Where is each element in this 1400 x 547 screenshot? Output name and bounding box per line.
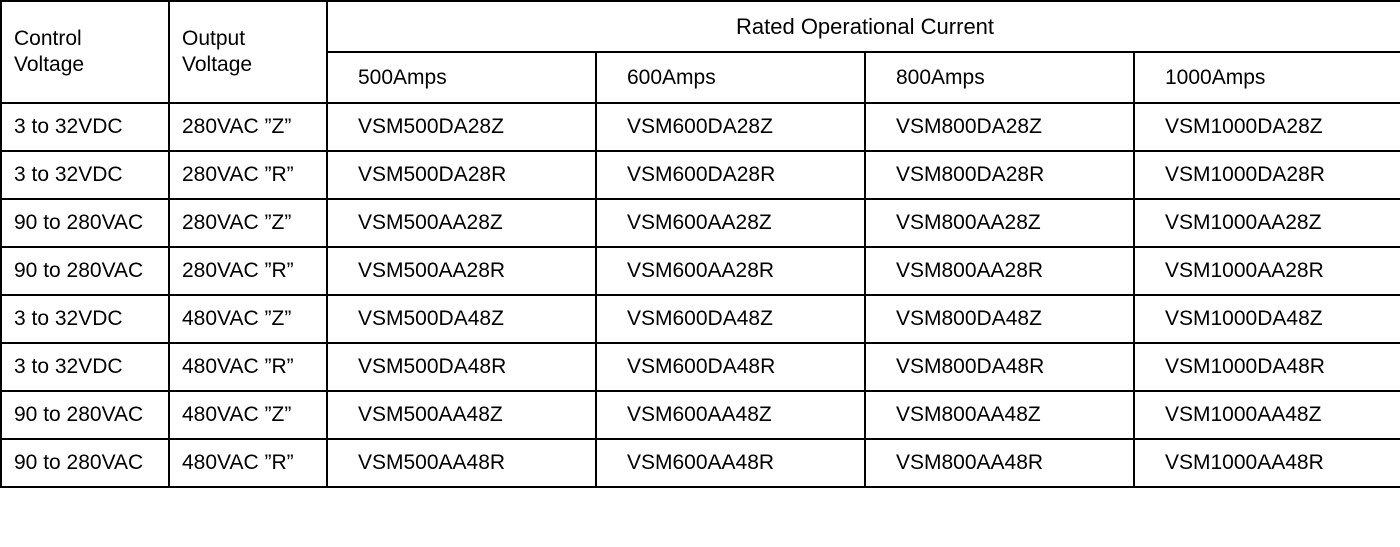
cell-output-voltage: 280VAC ”R” bbox=[169, 151, 327, 199]
col-header-600amps: 600Amps bbox=[596, 52, 865, 103]
cell-control-voltage: 90 to 280VAC bbox=[1, 247, 169, 295]
col-header-800amps: 800Amps bbox=[865, 52, 1134, 103]
table-header: ControlVoltage OutputVoltage Rated Opera… bbox=[1, 1, 1400, 103]
cell-800amps: VSM800AA48Z bbox=[865, 391, 1134, 439]
cell-800amps: VSM800AA28R bbox=[865, 247, 1134, 295]
col-header-label: 800Amps bbox=[896, 66, 985, 89]
cell-800amps: VSM800DA28R bbox=[865, 151, 1134, 199]
cell-600amps: VSM600AA28Z bbox=[596, 199, 865, 247]
col-header-output-voltage: OutputVoltage bbox=[169, 1, 327, 103]
cell-500amps: VSM500DA48Z bbox=[327, 295, 596, 343]
cell-control-voltage: 90 to 280VAC bbox=[1, 439, 169, 487]
cell-800amps: VSM800AA28Z bbox=[865, 199, 1134, 247]
cell-1000amps: VSM1000DA28Z bbox=[1134, 103, 1400, 151]
cell-control-voltage: 3 to 32VDC bbox=[1, 343, 169, 391]
cell-600amps: VSM600AA48R bbox=[596, 439, 865, 487]
col-header-label: 500Amps bbox=[358, 66, 447, 89]
cell-500amps: VSM500AA28Z bbox=[327, 199, 596, 247]
cell-1000amps: VSM1000AA28Z bbox=[1134, 199, 1400, 247]
cell-1000amps: VSM1000DA48Z bbox=[1134, 295, 1400, 343]
cell-600amps: VSM600DA48Z bbox=[596, 295, 865, 343]
col-header-label: 1000Amps bbox=[1165, 66, 1265, 89]
table-row: 3 to 32VDC 280VAC ”R” VSM500DA28R VSM600… bbox=[1, 151, 1400, 199]
cell-800amps: VSM800DA48Z bbox=[865, 295, 1134, 343]
col-header-rated-current: Rated Operational Current bbox=[327, 1, 1400, 52]
part-number-table: ControlVoltage OutputVoltage Rated Opera… bbox=[0, 0, 1400, 488]
col-header-label: OutputVoltage bbox=[182, 27, 252, 76]
cell-output-voltage: 480VAC ”R” bbox=[169, 343, 327, 391]
cell-output-voltage: 280VAC ”Z” bbox=[169, 199, 327, 247]
col-header-control-voltage: ControlVoltage bbox=[1, 1, 169, 103]
cell-500amps: VSM500DA28R bbox=[327, 151, 596, 199]
cell-800amps: VSM800AA48R bbox=[865, 439, 1134, 487]
cell-500amps: VSM500AA48Z bbox=[327, 391, 596, 439]
col-header-label: ControlVoltage bbox=[14, 27, 84, 76]
cell-500amps: VSM500DA48R bbox=[327, 343, 596, 391]
cell-output-voltage: 480VAC ”Z” bbox=[169, 295, 327, 343]
cell-800amps: VSM800DA48R bbox=[865, 343, 1134, 391]
table-row: 90 to 280VAC 280VAC ”Z” VSM500AA28Z VSM6… bbox=[1, 199, 1400, 247]
cell-control-voltage: 3 to 32VDC bbox=[1, 295, 169, 343]
table-row: 90 to 280VAC 280VAC ”R” VSM500AA28R VSM6… bbox=[1, 247, 1400, 295]
cell-600amps: VSM600DA28R bbox=[596, 151, 865, 199]
cell-600amps: VSM600DA48R bbox=[596, 343, 865, 391]
cell-control-voltage: 3 to 32VDC bbox=[1, 103, 169, 151]
table-row: 90 to 280VAC 480VAC ”R” VSM500AA48R VSM6… bbox=[1, 439, 1400, 487]
col-header-1000amps: 1000Amps bbox=[1134, 52, 1400, 103]
cell-1000amps: VSM1000DA28R bbox=[1134, 151, 1400, 199]
col-header-500amps: 500Amps bbox=[327, 52, 596, 103]
cell-600amps: VSM600DA28Z bbox=[596, 103, 865, 151]
cell-500amps: VSM500DA28Z bbox=[327, 103, 596, 151]
col-header-label: 600Amps bbox=[627, 66, 716, 89]
cell-600amps: VSM600AA48Z bbox=[596, 391, 865, 439]
cell-500amps: VSM500AA28R bbox=[327, 247, 596, 295]
cell-control-voltage: 90 to 280VAC bbox=[1, 199, 169, 247]
table-row: 3 to 32VDC 480VAC ”Z” VSM500DA48Z VSM600… bbox=[1, 295, 1400, 343]
cell-output-voltage: 480VAC ”Z” bbox=[169, 391, 327, 439]
cell-500amps: VSM500AA48R bbox=[327, 439, 596, 487]
cell-1000amps: VSM1000DA48R bbox=[1134, 343, 1400, 391]
table-row: 90 to 280VAC 480VAC ”Z” VSM500AA48Z VSM6… bbox=[1, 391, 1400, 439]
table-row: 3 to 32VDC 480VAC ”R” VSM500DA48R VSM600… bbox=[1, 343, 1400, 391]
cell-control-voltage: 90 to 280VAC bbox=[1, 391, 169, 439]
cell-output-voltage: 280VAC ”Z” bbox=[169, 103, 327, 151]
table-row: 3 to 32VDC 280VAC ”Z” VSM500DA28Z VSM600… bbox=[1, 103, 1400, 151]
col-header-label: Rated Operational Current bbox=[736, 14, 994, 39]
cell-control-voltage: 3 to 32VDC bbox=[1, 151, 169, 199]
cell-1000amps: VSM1000AA28R bbox=[1134, 247, 1400, 295]
cell-output-voltage: 480VAC ”R” bbox=[169, 439, 327, 487]
cell-800amps: VSM800DA28Z bbox=[865, 103, 1134, 151]
cell-1000amps: VSM1000AA48Z bbox=[1134, 391, 1400, 439]
cell-output-voltage: 280VAC ”R” bbox=[169, 247, 327, 295]
table-body: 3 to 32VDC 280VAC ”Z” VSM500DA28Z VSM600… bbox=[1, 103, 1400, 487]
cell-1000amps: VSM1000AA48R bbox=[1134, 439, 1400, 487]
cell-600amps: VSM600AA28R bbox=[596, 247, 865, 295]
